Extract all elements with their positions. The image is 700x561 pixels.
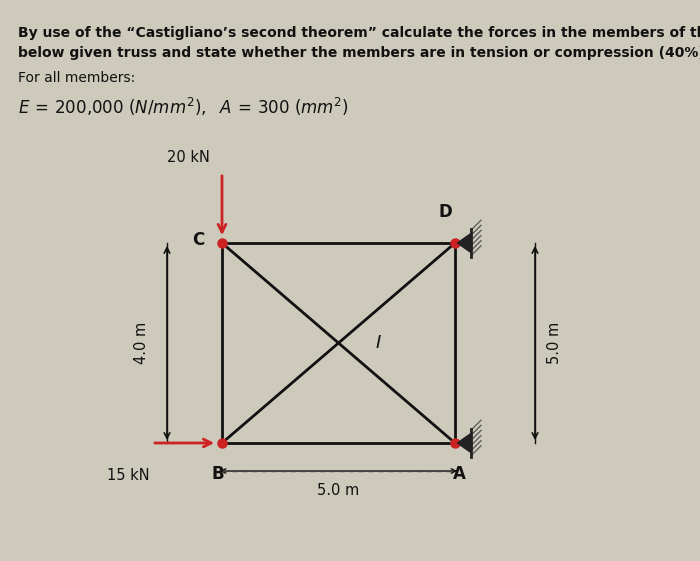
Text: 5.0 m: 5.0 m <box>547 322 562 364</box>
Text: 15 kN: 15 kN <box>107 468 150 483</box>
Text: 5.0 m: 5.0 m <box>317 483 360 498</box>
Text: $\mathit{I}$: $\mathit{I}$ <box>375 334 382 352</box>
Text: 4.0 m: 4.0 m <box>134 322 149 364</box>
Text: By use of the “Castigliano’s second theorem” calculate the forces in the members: By use of the “Castigliano’s second theo… <box>18 26 700 40</box>
Text: 20 kN: 20 kN <box>167 150 210 165</box>
Text: A: A <box>453 465 466 483</box>
Text: D: D <box>438 203 452 221</box>
Text: C: C <box>192 231 204 249</box>
Polygon shape <box>457 233 471 252</box>
Text: For all members:: For all members: <box>18 71 135 85</box>
Text: below given truss and state whether the members are in tension or compression (4: below given truss and state whether the … <box>18 46 700 60</box>
Text: B: B <box>211 465 224 483</box>
Text: $E$$\,=\,$$200{,}000$$\ $$(N/mm^2),$$\ \ A$$\,=\,$$300$$\ $$(mm^2)$: $E$$\,=\,$$200{,}000$$\ $$(N/mm^2),$$\ \… <box>18 96 349 118</box>
Polygon shape <box>457 434 471 453</box>
